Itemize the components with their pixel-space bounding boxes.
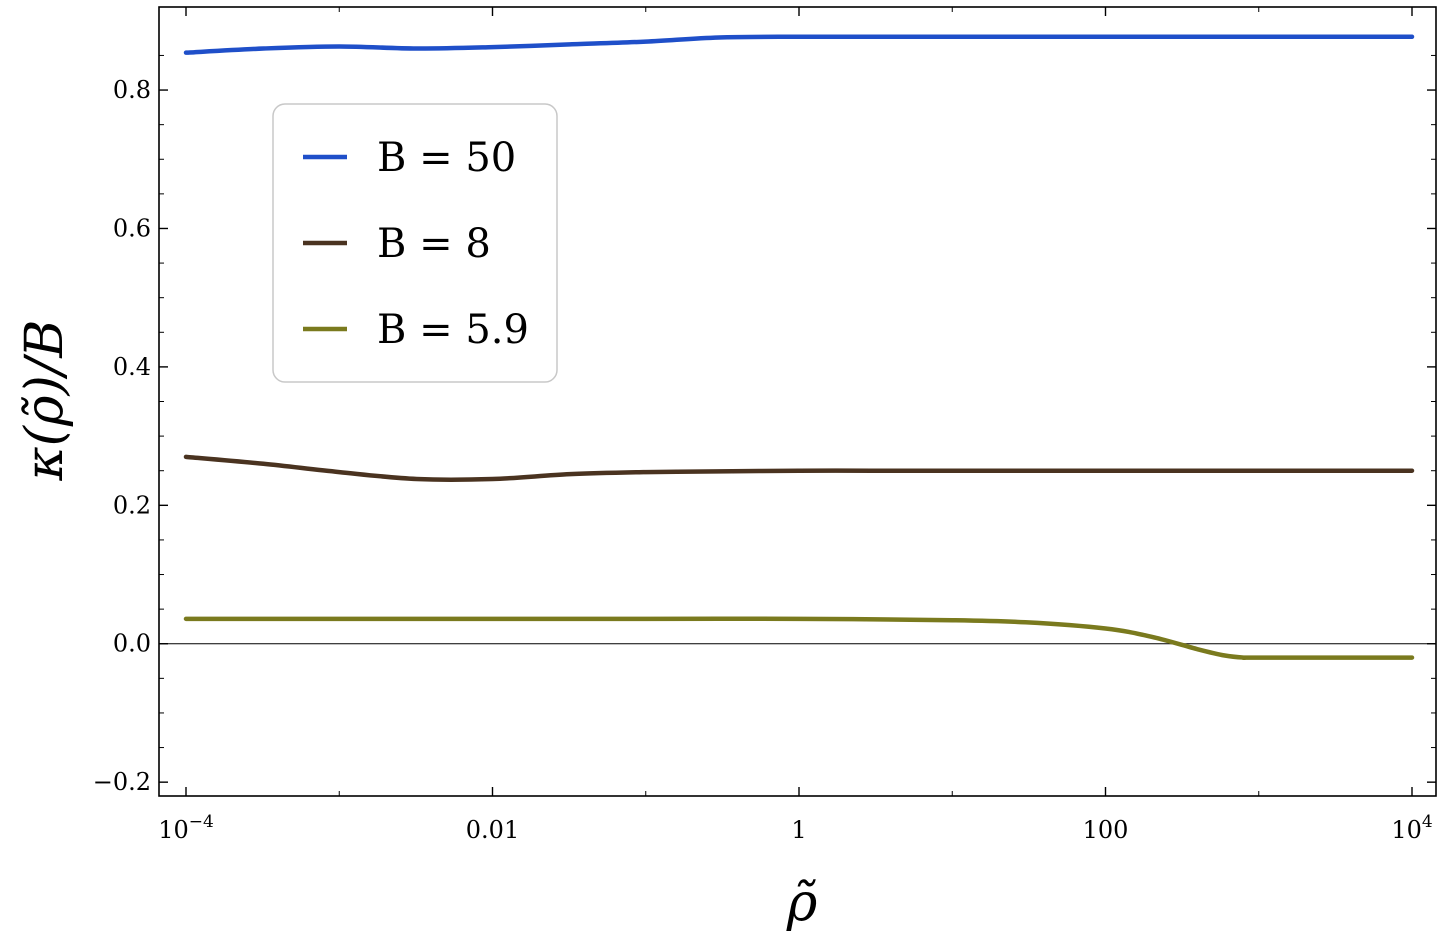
x-tick-label: 104 [1391,812,1432,844]
x-tick-label: 0.01 [466,816,519,844]
y-tick-label: 0.4 [113,353,151,381]
legend-label-3: B = 5.9 [377,307,529,353]
x-tick-label: 1 [791,816,806,844]
x-tick-base: 10 [158,816,189,844]
y-tick-label: −0.2 [93,768,151,796]
x-tick-label: 10−4 [158,812,214,844]
series-line-2 [183,454,1415,483]
series-layer [183,34,1415,660]
x-tick-exponent: 4 [1422,812,1433,832]
y-tick-label: 0.2 [113,491,151,519]
legend-frame [272,103,558,383]
series-line-1 [183,34,1415,55]
y-tick-label: 0.0 [113,630,151,658]
x-axis-title: ρ̃ [786,873,818,933]
y-tick-label: 0.8 [113,76,151,104]
x-tick-label: 100 [1083,816,1129,844]
series-line-3 [183,616,1415,660]
axis-ticks: −0.20.00.20.40.60.810−4 0.01 1 100 104 [93,7,1436,844]
y-axis-title: κ(ρ̃)/B [15,320,75,482]
legend-label-2: B = 8 [377,221,491,267]
legend: B = 50 B = 8 B = 5.9 [272,103,558,383]
x-tick-exponent: −4 [189,812,214,832]
legend-label-1: B = 50 [377,135,516,181]
y-tick-label: 0.6 [113,214,151,242]
x-tick-base: 10 [1391,816,1422,844]
